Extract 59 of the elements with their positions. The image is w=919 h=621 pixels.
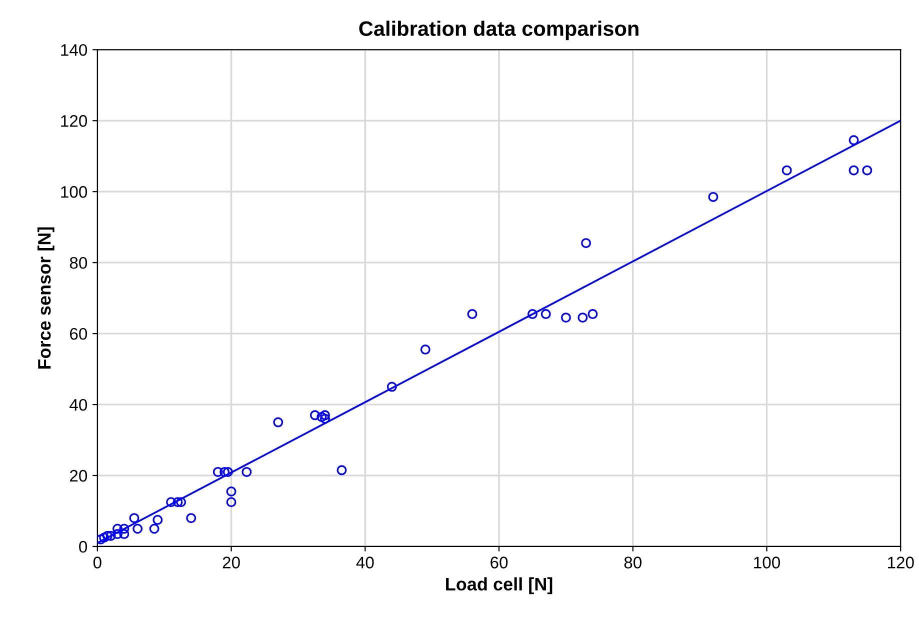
- point: [336, 465, 347, 476]
- point: [129, 513, 140, 524]
- point: [176, 497, 186, 508]
- x-tick-label: 60: [490, 556, 508, 568]
- y-tick-label: 40: [70, 398, 88, 411]
- point: [310, 410, 320, 420]
- point: [708, 192, 718, 202]
- point: [106, 530, 116, 541]
- point: [220, 466, 230, 477]
- y-tick-label: 80: [70, 256, 88, 269]
- point: [166, 497, 176, 508]
- point: [848, 165, 859, 176]
- point: [273, 417, 284, 428]
- point: [581, 238, 592, 248]
- point: [588, 309, 598, 320]
- y-tick-label: 100: [61, 186, 88, 198]
- y-axis-title: Force sensor [N]: [38, 227, 54, 369]
- point: [316, 412, 327, 422]
- point: [152, 514, 163, 525]
- point: [119, 524, 130, 534]
- point: [102, 530, 112, 541]
- point: [172, 497, 183, 508]
- point: [212, 466, 223, 477]
- point: [186, 513, 196, 524]
- point: [242, 466, 252, 477]
- x-tick-label: 80: [624, 556, 642, 568]
- point: [320, 414, 330, 424]
- x-tick-label: 40: [356, 556, 374, 568]
- point: [132, 524, 143, 534]
- point: [560, 312, 571, 323]
- point: [540, 309, 551, 320]
- chart-title: Calibration data comparison: [359, 20, 638, 40]
- y-tick-label: 20: [70, 470, 88, 482]
- point: [119, 529, 130, 540]
- x-axis-title: Load cell [N]: [446, 577, 552, 594]
- point: [862, 165, 872, 176]
- y-tick-label: 120: [61, 115, 88, 127]
- point: [467, 309, 478, 320]
- point: [848, 135, 859, 146]
- y-tick-label: 140: [61, 44, 88, 56]
- x-tick-label: 0: [93, 556, 102, 568]
- point: [420, 344, 430, 355]
- point: [320, 410, 330, 420]
- x-tick-label: 120: [888, 556, 914, 568]
- point: [578, 312, 588, 323]
- point: [222, 466, 233, 477]
- point: [226, 497, 236, 508]
- x-tick-label: 100: [754, 556, 780, 568]
- point: [112, 524, 122, 534]
- point: [149, 524, 160, 534]
- point: [97, 534, 106, 544]
- point: [226, 486, 236, 496]
- point: [386, 382, 397, 392]
- y-tick-label: 0: [79, 540, 88, 553]
- x-tick-label: 20: [222, 556, 240, 568]
- y-tick-label: 60: [70, 328, 88, 340]
- point: [782, 165, 792, 176]
- point: [527, 309, 538, 320]
- point: [112, 529, 122, 540]
